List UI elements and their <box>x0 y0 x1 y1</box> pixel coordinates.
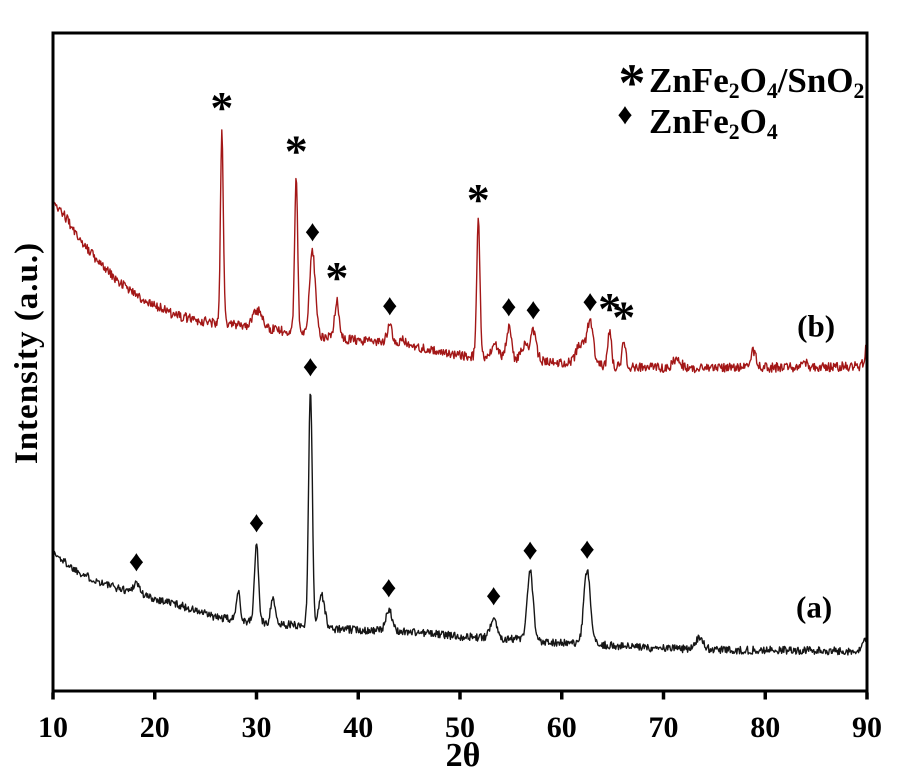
formula-text: O <box>739 102 767 141</box>
x-axis-tick-label: 40 <box>343 711 373 744</box>
diamond-marker-icon: ♦ <box>249 506 264 539</box>
diamond-marker-icon: ♦ <box>486 579 501 612</box>
series-a-curve <box>53 393 867 656</box>
x-axis-tick-label: 60 <box>547 711 577 744</box>
asterisk-marker-icon: * <box>325 252 348 303</box>
diamond-marker-icon: ♦ <box>617 98 633 131</box>
diamond-marker-icon: ♦ <box>501 290 516 323</box>
x-axis-tick-label: 70 <box>649 711 679 744</box>
series-b-label: (b) <box>797 308 835 343</box>
asterisk-marker-icon: * <box>285 126 308 177</box>
formula-subscript: 2 <box>853 79 865 104</box>
formula-subscript: 2 <box>728 120 740 145</box>
x-axis-tick-label: 10 <box>38 711 68 744</box>
plot-frame <box>51 31 869 693</box>
y-axis-title: Intensity (a.u.) <box>9 241 45 465</box>
series-a-label: (a) <box>796 589 832 624</box>
formula-subscript: 2 <box>728 79 740 104</box>
diamond-marker-icon: ♦ <box>305 215 320 248</box>
asterisk-marker-icon: * <box>618 53 646 113</box>
legend-label-znfe2o4: ZnFe2O4 <box>649 104 778 144</box>
formula-text: ZnFe <box>649 61 729 100</box>
x-axis-tick-label: 80 <box>750 711 780 744</box>
x-axis-tick-label: 30 <box>242 711 272 744</box>
diamond-marker-icon: ♦ <box>382 289 397 322</box>
diamond-marker-icon: ♦ <box>129 545 144 578</box>
x-axis-title: 2θ <box>445 737 481 774</box>
diamond-marker-icon: ♦ <box>526 293 541 326</box>
formula-subscript: 4 <box>766 120 778 145</box>
asterisk-marker-icon: * <box>612 292 635 343</box>
asterisk-marker-icon: * <box>467 174 490 225</box>
formula-subscript: 4 <box>766 79 778 104</box>
diamond-marker-icon: ♦ <box>583 285 598 318</box>
formula-text: O <box>739 61 767 100</box>
x-axis-tick-label: 50 <box>445 711 475 744</box>
legend-label-znfe2o4-sno2: ZnFe2O4/SnO2 <box>649 63 864 103</box>
asterisk-marker-icon: * <box>210 82 233 133</box>
diamond-marker-icon: ♦ <box>580 533 595 566</box>
diamond-marker-icon: ♦ <box>523 533 538 566</box>
asterisk-marker-icon: * <box>598 283 621 334</box>
x-axis-tick-label: 90 <box>852 711 882 744</box>
formula-text: /SnO <box>777 61 854 100</box>
series-b-curve <box>53 129 867 374</box>
diamond-marker-icon: ♦ <box>381 571 396 604</box>
x-axis-tick-label: 20 <box>140 711 170 744</box>
diamond-marker-icon: ♦ <box>303 350 318 383</box>
formula-text: ZnFe <box>649 102 729 141</box>
